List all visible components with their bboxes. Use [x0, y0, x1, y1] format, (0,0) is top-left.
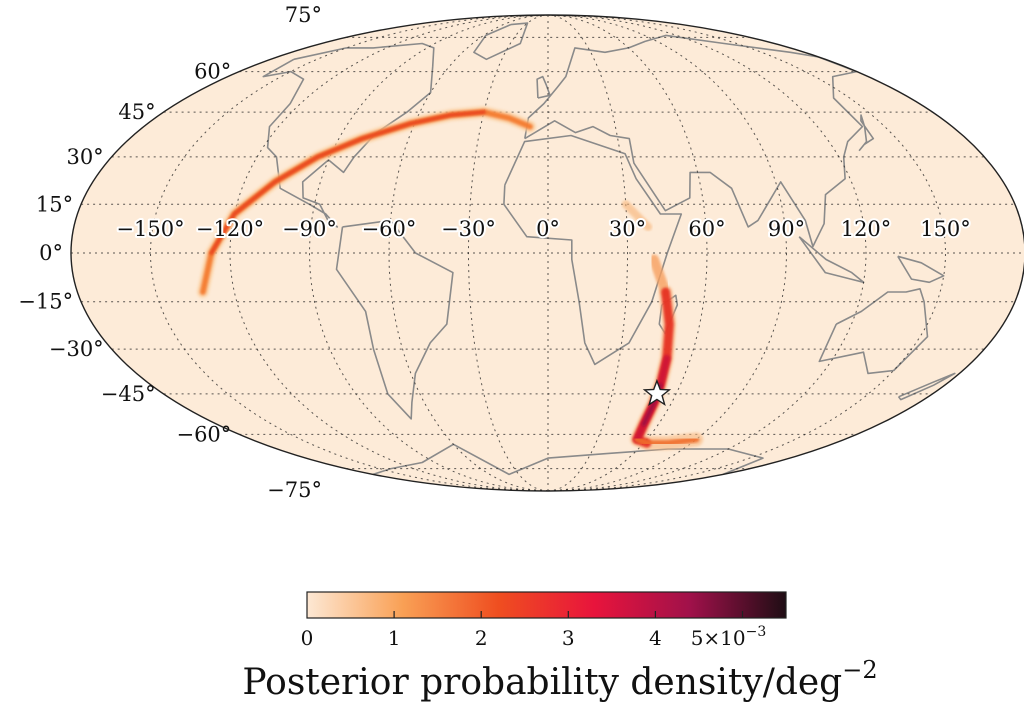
meridian-line [547, 15, 867, 491]
continent-antarctica [372, 443, 764, 476]
lon-label: 120° [841, 217, 892, 241]
meridian-line [547, 15, 947, 491]
lon-label: −90° [282, 217, 337, 241]
colorbar-bar [306, 591, 787, 619]
lat-label: 15° [36, 192, 73, 216]
meridian-line [547, 15, 708, 491]
star-icon [642, 378, 672, 407]
island-new-guinea [897, 255, 945, 284]
lat-label: 75° [285, 3, 322, 27]
continent-greenland [473, 22, 529, 61]
colorbar-tick-label: 3 [562, 626, 575, 650]
lat-label: −30° [49, 337, 104, 361]
colorbar: 0 1 2 3 4 5×10−3 Posterior probability densit… [242, 591, 878, 703]
meridian-line [149, 15, 549, 491]
lat-label: −75° [267, 478, 322, 502]
posterior-south-tail [634, 436, 700, 447]
lat-label: 60° [194, 60, 231, 84]
continent-australia [818, 288, 929, 375]
lat-label: 45° [118, 100, 155, 124]
lon-label: −60° [362, 217, 417, 241]
lon-label: 0° [536, 217, 560, 241]
colorbar-tick-exponent: −3 [746, 624, 767, 640]
lon-label: −120° [196, 217, 264, 241]
meridian-line [468, 15, 549, 491]
graticule-grid [71, 15, 1024, 491]
meridian-line [388, 15, 549, 491]
meridian-line [229, 15, 549, 491]
posterior-density-region [196, 106, 704, 451]
lon-label: 30° [609, 217, 646, 241]
continent-south-america [335, 219, 454, 420]
continent-europe-asia [524, 34, 864, 248]
island-uk [536, 75, 551, 99]
lon-label: 60° [688, 217, 725, 241]
posterior-faint-segment [621, 200, 653, 231]
continent-africa [503, 134, 683, 366]
colorbar-tick-label: 4 [649, 626, 662, 650]
continent-north-america [262, 42, 435, 228]
latitude-labels: 75° 60° 45° 30° 15° 0° −15° −30° −45° −60° −75° [18, 3, 322, 502]
lon-label: 150° [920, 217, 971, 241]
longitude-labels: −150° −120° −90° −60° −30° 0° 30° 60° 90° 120° 150… [114, 215, 972, 243]
lat-label: −15° [18, 290, 73, 314]
colorbar-tick-label: 0 [301, 626, 314, 650]
map-background [71, 15, 1024, 491]
lon-label: 90° [768, 217, 805, 241]
island-japan [858, 114, 875, 152]
lat-label: −45° [101, 382, 156, 406]
marker-layer [642, 378, 672, 407]
colorbar-tick-label: 5×10−3 [691, 624, 767, 650]
lon-label: −150° [116, 217, 184, 241]
lon-label: −30° [441, 217, 496, 241]
meridian-line [547, 15, 628, 491]
lat-label: 30° [66, 145, 103, 169]
colorbar-title: Posterior probability density/deg−2 [242, 656, 877, 703]
posterior-arc-core [209, 110, 486, 255]
map-boundary [70, 14, 1024, 492]
island-new-zealand [897, 372, 956, 401]
lat-label: 0° [39, 241, 63, 265]
colorbar-tick-label: 1 [388, 626, 401, 650]
colorbar-title-exponent: −2 [842, 656, 877, 684]
lat-label: −60° [176, 422, 231, 446]
colorbar-tick-label: 2 [475, 626, 488, 650]
